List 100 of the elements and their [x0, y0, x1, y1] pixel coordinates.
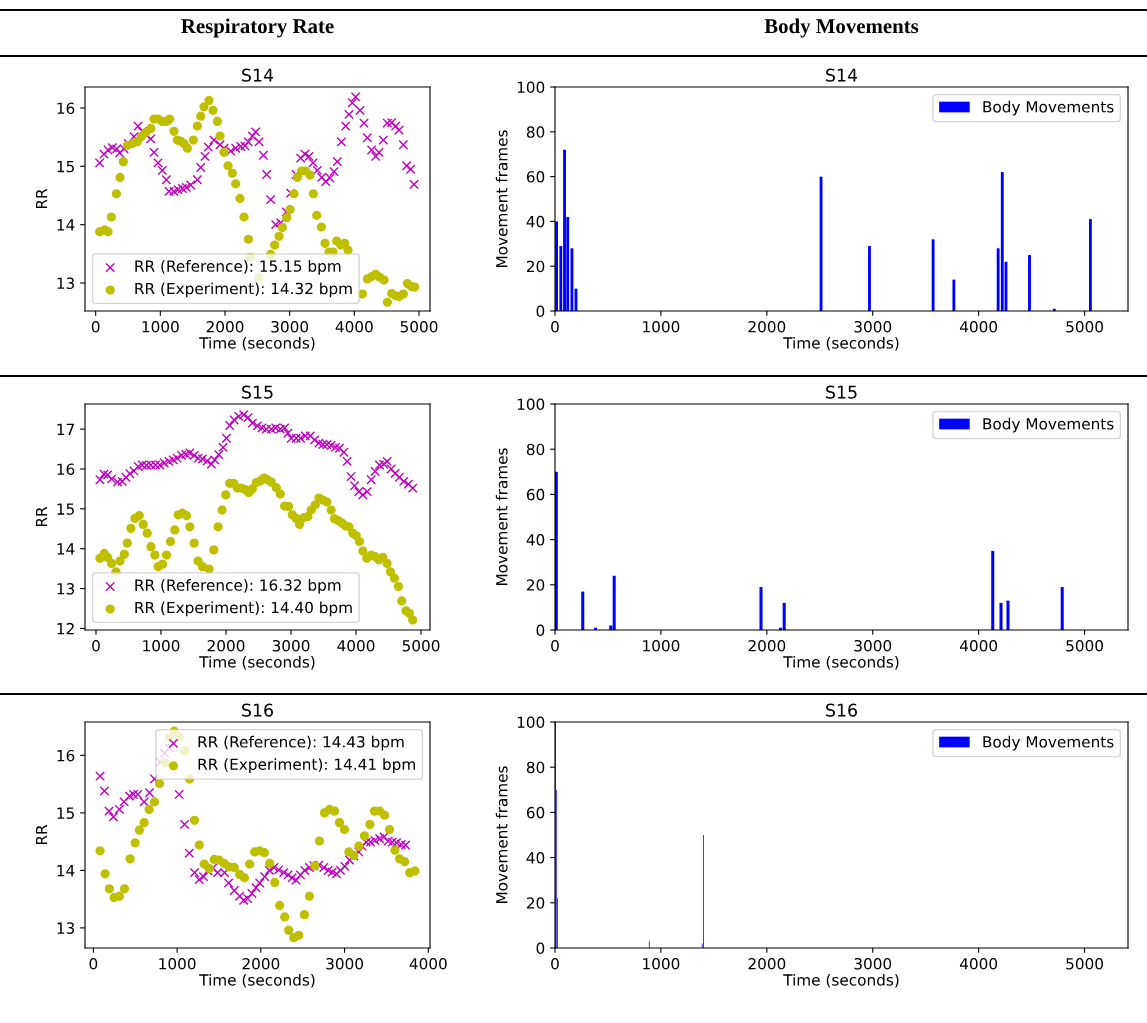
y-tick-label: 60: [526, 171, 545, 183]
legend-label: Body Movements: [983, 100, 1114, 116]
x-axis-title: Time (seconds): [783, 336, 899, 351]
chart-title: S14: [826, 68, 858, 82]
text: Body Movements: [764, 18, 919, 38]
x-tick-label: 1000: [643, 957, 680, 970]
y-tick-label: 20: [526, 260, 545, 273]
y-tick-label: 14: [57, 543, 75, 555]
x-tick-label: 2000: [206, 320, 244, 333]
bar: [563, 149, 566, 311]
x-tick-label: 5000: [1066, 957, 1103, 970]
chart-title: S15: [826, 385, 857, 399]
bar: [1006, 600, 1010, 630]
chart-title: S15: [242, 385, 273, 399]
y-tick-label: 40: [526, 852, 545, 864]
y-tick-label: 40: [526, 534, 545, 546]
x-tick-label: 5000: [1066, 639, 1103, 652]
y-tick-label: 12: [57, 622, 74, 635]
y-axis-title: RR: [35, 506, 48, 527]
x-tick-label: 3000: [854, 320, 892, 333]
legend-label: Body Movements: [983, 417, 1114, 433]
x-tick-label: 1000: [143, 639, 180, 652]
y-tick-label: 13: [57, 277, 75, 290]
legend-label: RR (Reference): 14.43 bpm: [198, 735, 404, 751]
bar: [782, 602, 786, 630]
y-tick-label: 0: [536, 624, 545, 637]
bar: [612, 575, 616, 630]
chart-title: S16: [242, 703, 273, 717]
y-tick-label: 0: [536, 305, 545, 318]
x-tick-label: 1000: [643, 320, 680, 333]
bar: [999, 602, 1003, 630]
x-tick-label: 2000: [748, 957, 786, 970]
bar: [1088, 219, 1092, 311]
x-axis-title: Time (seconds): [199, 973, 315, 988]
y-tick-label: 16: [57, 463, 75, 475]
x-tick-label: 5000: [402, 639, 440, 652]
x-tick-label: 4000: [959, 957, 998, 970]
legend-label: RR (Experiment): 14.41 bpm: [198, 758, 415, 773]
x-tick-label: 4000: [337, 639, 375, 652]
bar: [931, 239, 935, 311]
x-tick-label: 5000: [1066, 320, 1103, 333]
y-tick-label: 14: [57, 219, 75, 231]
y-tick-label: 100: [517, 398, 545, 411]
bar: [1000, 172, 1004, 311]
y-tick-label: 15: [57, 503, 74, 515]
text: Respiratory Rate: [181, 18, 334, 38]
chart-title: S14: [242, 68, 274, 82]
x-tick-label: 3000: [326, 957, 364, 970]
x-tick-label: 1000: [643, 639, 680, 652]
x-tick-label: 3000: [271, 320, 309, 333]
bar: [868, 246, 871, 311]
y-tick-label: 16: [57, 102, 75, 115]
y-tick-label: 13: [57, 922, 75, 934]
bar: [1028, 255, 1031, 311]
legend-label: Body Movements: [983, 735, 1114, 751]
x-tick-label: 2000: [242, 957, 280, 970]
x-tick-label: 3000: [272, 639, 310, 652]
bar: [1060, 587, 1064, 630]
y-tick-label: 0: [536, 942, 545, 955]
x-tick-label: 0: [551, 320, 559, 333]
chart-title: S16: [826, 703, 857, 717]
legend-label: RR (Reference): 16.32 bpm: [135, 579, 341, 594]
y-tick-label: 15: [57, 807, 74, 819]
x-tick-label: 4000: [409, 957, 447, 970]
y-tick-label: 60: [526, 488, 545, 501]
x-tick-label: 2000: [207, 639, 245, 652]
x-axis-title: Time (seconds): [199, 655, 315, 670]
legend-label: RR (Experiment): 14.32 bpm: [135, 282, 352, 298]
y-tick-label: 17: [57, 423, 74, 435]
y-tick-label: 60: [526, 806, 545, 819]
legend-label: RR (Experiment): 14.40 bpm: [135, 601, 352, 617]
x-tick-label: 4000: [959, 320, 998, 333]
y-tick-label: 80: [526, 126, 545, 138]
y-tick-label: 13: [57, 583, 75, 595]
x-tick-label: 0: [89, 957, 98, 970]
x-tick-label: 2000: [748, 320, 786, 333]
y-tick-label: 15: [57, 161, 74, 173]
x-tick-label: 0: [551, 639, 559, 652]
bar: [759, 587, 763, 630]
legend-label: RR (Reference): 15.15 bpm: [135, 260, 341, 275]
x-tick-label: 4000: [959, 639, 998, 652]
x-tick-label: 0: [551, 957, 559, 970]
x-axis-title: Time (seconds): [199, 336, 315, 351]
x-tick-label: 3000: [854, 639, 892, 652]
y-tick-label: 40: [526, 215, 545, 228]
y-tick-label: 16: [57, 749, 75, 762]
x-tick-label: 0: [91, 320, 100, 333]
bar: [581, 591, 585, 630]
bar: [991, 550, 995, 630]
bar: [952, 279, 956, 311]
y-axis-title: Movement frames: [495, 766, 508, 904]
x-axis-title: Time (seconds): [783, 973, 899, 988]
y-tick-label: 100: [517, 81, 545, 94]
y-axis-title: Movement frames: [495, 130, 508, 268]
y-tick-label: 20: [526, 897, 545, 909]
y-tick-label: 14: [57, 865, 75, 877]
x-tick-label: 4000: [335, 320, 373, 333]
x-tick-label: 1000: [142, 320, 179, 333]
y-tick-label: 100: [517, 716, 545, 729]
x-tick-label: 0: [92, 639, 100, 652]
